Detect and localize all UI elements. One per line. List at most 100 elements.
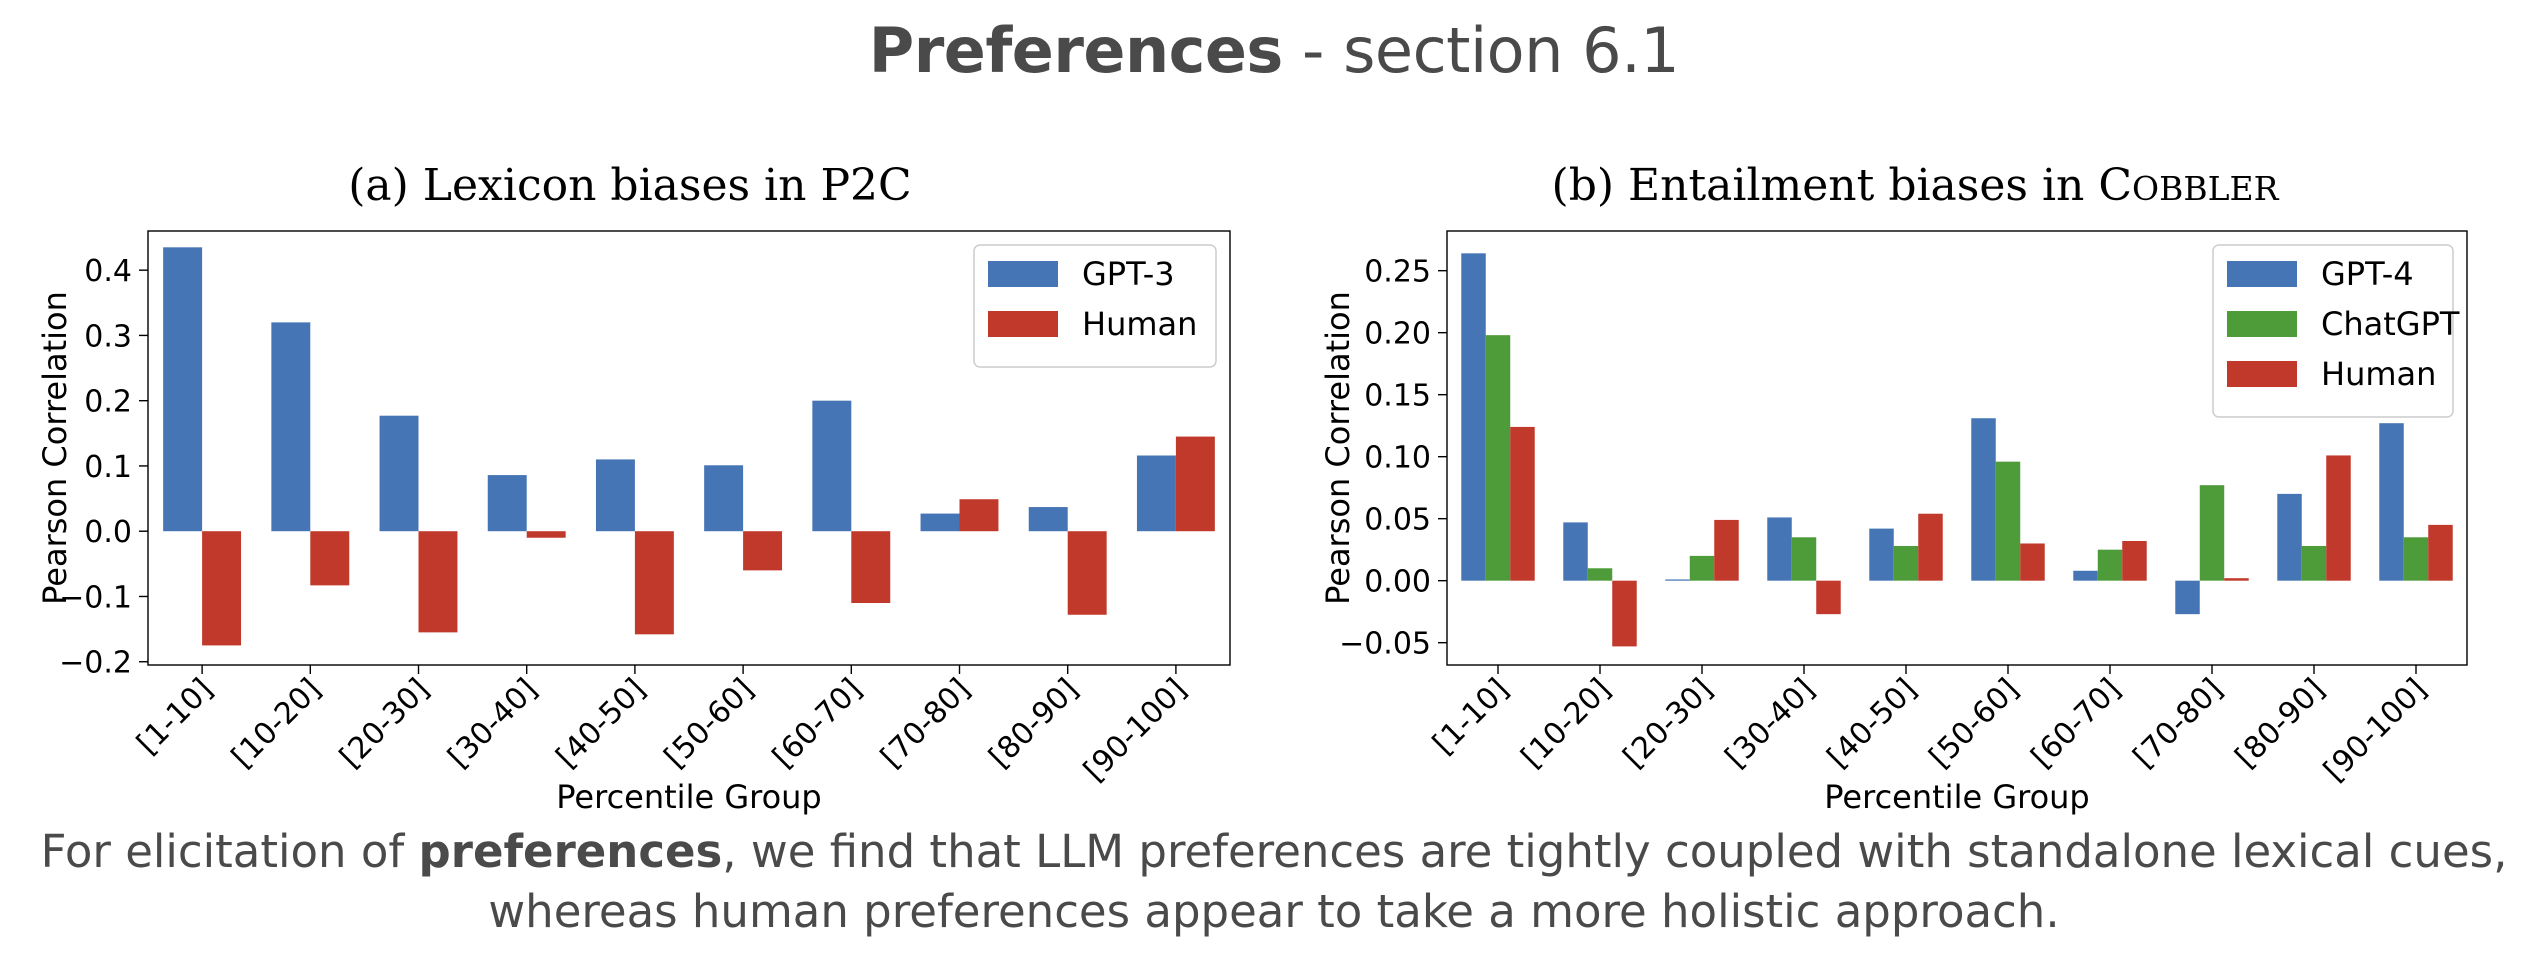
bar [1816, 580, 1841, 615]
chart-a: (a) Lexicon biases in P2C −0.2 −0.1 0.0 0.1 0… [36, 160, 1231, 816]
x-tick-label: [90-100] [2317, 672, 2433, 788]
x-tick-label: [30-40] [1719, 672, 1822, 775]
bar [851, 531, 891, 603]
bar [812, 400, 852, 532]
legend-swatch [988, 311, 1058, 337]
bar [634, 531, 674, 635]
chart-title: (a) Lexicon biases in P2C [348, 160, 911, 211]
chart-b: (b) Entailment biases in COBBLER −0.05 0.0… [1319, 160, 2468, 816]
bar [1995, 461, 2021, 581]
bar [2326, 455, 2351, 581]
bar [1665, 579, 1690, 581]
y-tick-label: −0.2 [59, 646, 132, 681]
bar [271, 322, 311, 532]
x-tick-label: [50-60] [658, 672, 761, 775]
legend-swatch [2227, 311, 2297, 337]
caption-part-1: For elicitation of [40, 825, 419, 878]
y-tick-label: 0.05 [1364, 503, 1431, 538]
legend-swatch [2227, 361, 2297, 387]
caption-part-2: , we find that LLM preferences are tight… [488, 825, 2508, 938]
y-tick-label: 0.4 [84, 254, 132, 289]
x-tick-label: [60-70] [2025, 672, 2128, 775]
x-tick-label: [20-30] [333, 672, 436, 775]
legend-swatch [2227, 261, 2297, 287]
legend-label: ChatGPT [2321, 305, 2460, 343]
y-axis-label: Pearson Correlation [36, 291, 74, 605]
bar [1791, 537, 1817, 581]
bar [418, 531, 458, 633]
slide-title: Preferences - section 6.1 [0, 14, 2548, 87]
bar [2122, 541, 2147, 581]
x-axis-label: Percentile Group [556, 778, 821, 816]
x-tick-label: [10-20] [1515, 672, 1618, 775]
bar [1175, 436, 1215, 532]
bar [959, 499, 999, 532]
bar [1971, 418, 1996, 581]
x-tick-label: [50-60] [1923, 672, 2026, 775]
bar [2403, 537, 2429, 581]
plot-frame [1446, 230, 2468, 666]
x-tick-label: [60-70] [766, 672, 869, 775]
bar [1067, 531, 1107, 615]
caption-bold: preferences [418, 825, 723, 878]
y-tick-label: −0.05 [1339, 627, 1431, 662]
y-tick-label: 0.0 [84, 515, 132, 550]
bar [1689, 555, 1715, 581]
x-tick-label: [80-90] [982, 672, 1085, 775]
bar [1587, 568, 1613, 581]
slide-caption: For elicitation of preferences, we find … [40, 822, 2508, 942]
bar [2379, 423, 2404, 581]
bar [1612, 580, 1637, 647]
plot-frame [147, 230, 1231, 666]
bar [2277, 493, 2302, 581]
bar [487, 475, 527, 532]
bar [1869, 528, 1894, 581]
x-axis-label: Percentile Group [1824, 778, 2089, 816]
slide-title-rest: - section 6.1 [1282, 14, 1680, 87]
y-tick-label: 0.15 [1364, 379, 1431, 414]
bar [2073, 570, 2098, 581]
legend: GPT-4 ChatGPT Human [2212, 244, 2460, 418]
bar [1893, 545, 1919, 581]
y-tick-label: 0.1 [84, 450, 132, 485]
x-tick-label: [40-50] [550, 672, 653, 775]
x-tick-label: [30-40] [441, 672, 544, 775]
legend-swatch [988, 261, 1058, 287]
bar [526, 531, 566, 538]
bar [1136, 455, 1176, 532]
x-tick-label: [80-90] [2229, 672, 2332, 775]
bar [1563, 522, 1588, 581]
bar [1028, 507, 1068, 532]
bar [920, 513, 960, 532]
bar [1714, 519, 1739, 581]
bar [1767, 517, 1792, 581]
bar [595, 459, 635, 532]
legend: GPT-3 Human [973, 244, 1217, 368]
bar [1485, 335, 1511, 581]
y-tick-label: 0.2 [84, 385, 132, 420]
bar [1918, 513, 1943, 581]
slide-title-bold: Preferences [868, 14, 1284, 87]
x-tick-label: [70-80] [874, 672, 977, 775]
bar [2301, 545, 2327, 581]
x-tick-label: [1-10] [130, 672, 219, 761]
bar [2428, 524, 2453, 581]
y-tick-label: −0.1 [59, 580, 132, 615]
y-tick-label: 0.00 [1364, 565, 1431, 600]
bar [1461, 253, 1486, 581]
legend-label: GPT-4 [2321, 255, 2414, 293]
y-tick-label: 0.3 [84, 319, 132, 354]
bar [2199, 485, 2225, 581]
y-tick-label: 0.25 [1364, 255, 1431, 290]
bar [2175, 580, 2200, 615]
legend-label: Human [2321, 355, 2436, 393]
x-tick-label: [1-10] [1426, 672, 1515, 761]
bar [2097, 549, 2123, 581]
y-axis-label: Pearson Correlation [1319, 291, 1357, 605]
bar [202, 531, 242, 646]
x-tick-label: [10-20] [225, 672, 328, 775]
bar [2020, 543, 2045, 581]
legend-label: GPT-3 [1082, 255, 1175, 293]
x-tick-label: [20-30] [1617, 672, 1720, 775]
